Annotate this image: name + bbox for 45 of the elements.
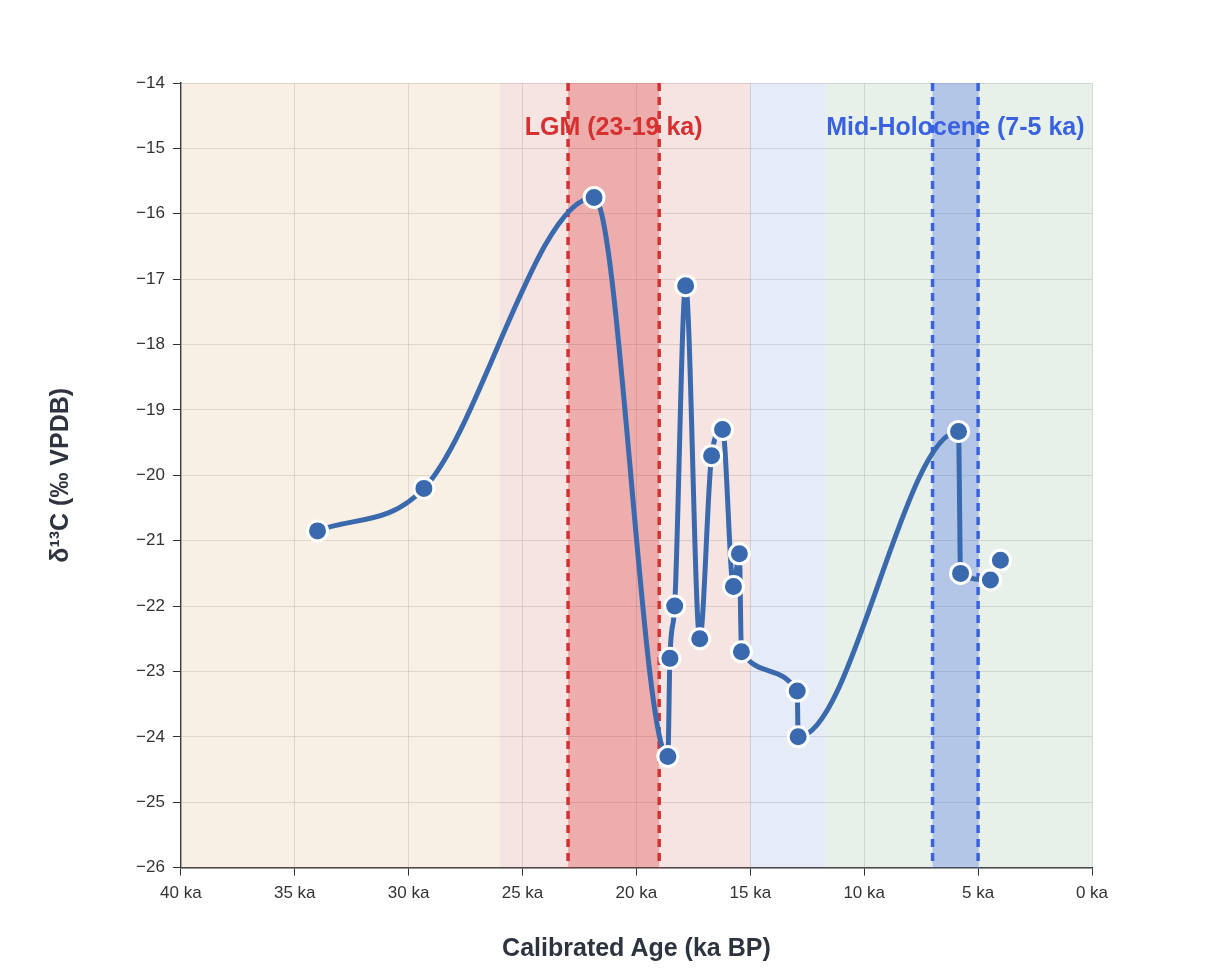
point [658,646,682,670]
point [656,744,680,768]
point [412,476,436,500]
y-tick-label: −20 [135,464,165,484]
x-tick-label: 30 ka [387,883,430,903]
point [721,574,745,598]
x-tick-label: 35 ka [273,883,317,903]
point [785,679,809,703]
point [306,519,330,543]
x-tick-label: 40 ka [160,883,203,903]
point [711,418,735,442]
band-label: LGM (23-19 ka) [524,111,703,140]
x-tick-label: 10 ka [843,883,886,903]
point [786,725,810,749]
x-axis-title: Calibrated Age (ka BP) [502,932,771,961]
y-tick-label: −16 [135,203,165,223]
y-tick-label: −26 [135,857,165,877]
point [700,444,724,468]
x-tick-label: 0 ka [1075,883,1109,903]
point [582,185,606,209]
point [949,561,973,585]
y-tick-label: −22 [135,595,165,615]
y-tick-label: −23 [135,661,165,681]
y-axis-title: δ¹³C (‰ VPDB) [44,387,73,563]
y-tick-label: −15 [135,138,165,158]
y-tick-label: −25 [135,791,165,811]
point [988,548,1012,572]
y-tick-label: −17 [135,268,165,288]
y-tick-label: −14 [135,72,165,92]
point [727,542,751,566]
x-tick-label: 5 ka [962,883,995,903]
y-tick-label: −19 [135,399,165,419]
y-tick-label: −24 [135,726,165,746]
band-label: Mid-Holocene (7-5 ka) [826,111,1085,140]
point [947,419,971,443]
point [978,568,1002,592]
y-tick-label: −18 [135,334,165,354]
point [688,627,712,651]
x-tick-label: 25 ka [501,883,544,903]
x-tick-label: 20 ka [615,883,658,903]
point [674,274,698,298]
y-tick-label: −21 [135,530,165,550]
point [663,594,687,618]
x-tick-label: 15 ka [729,883,772,903]
point [729,640,753,664]
